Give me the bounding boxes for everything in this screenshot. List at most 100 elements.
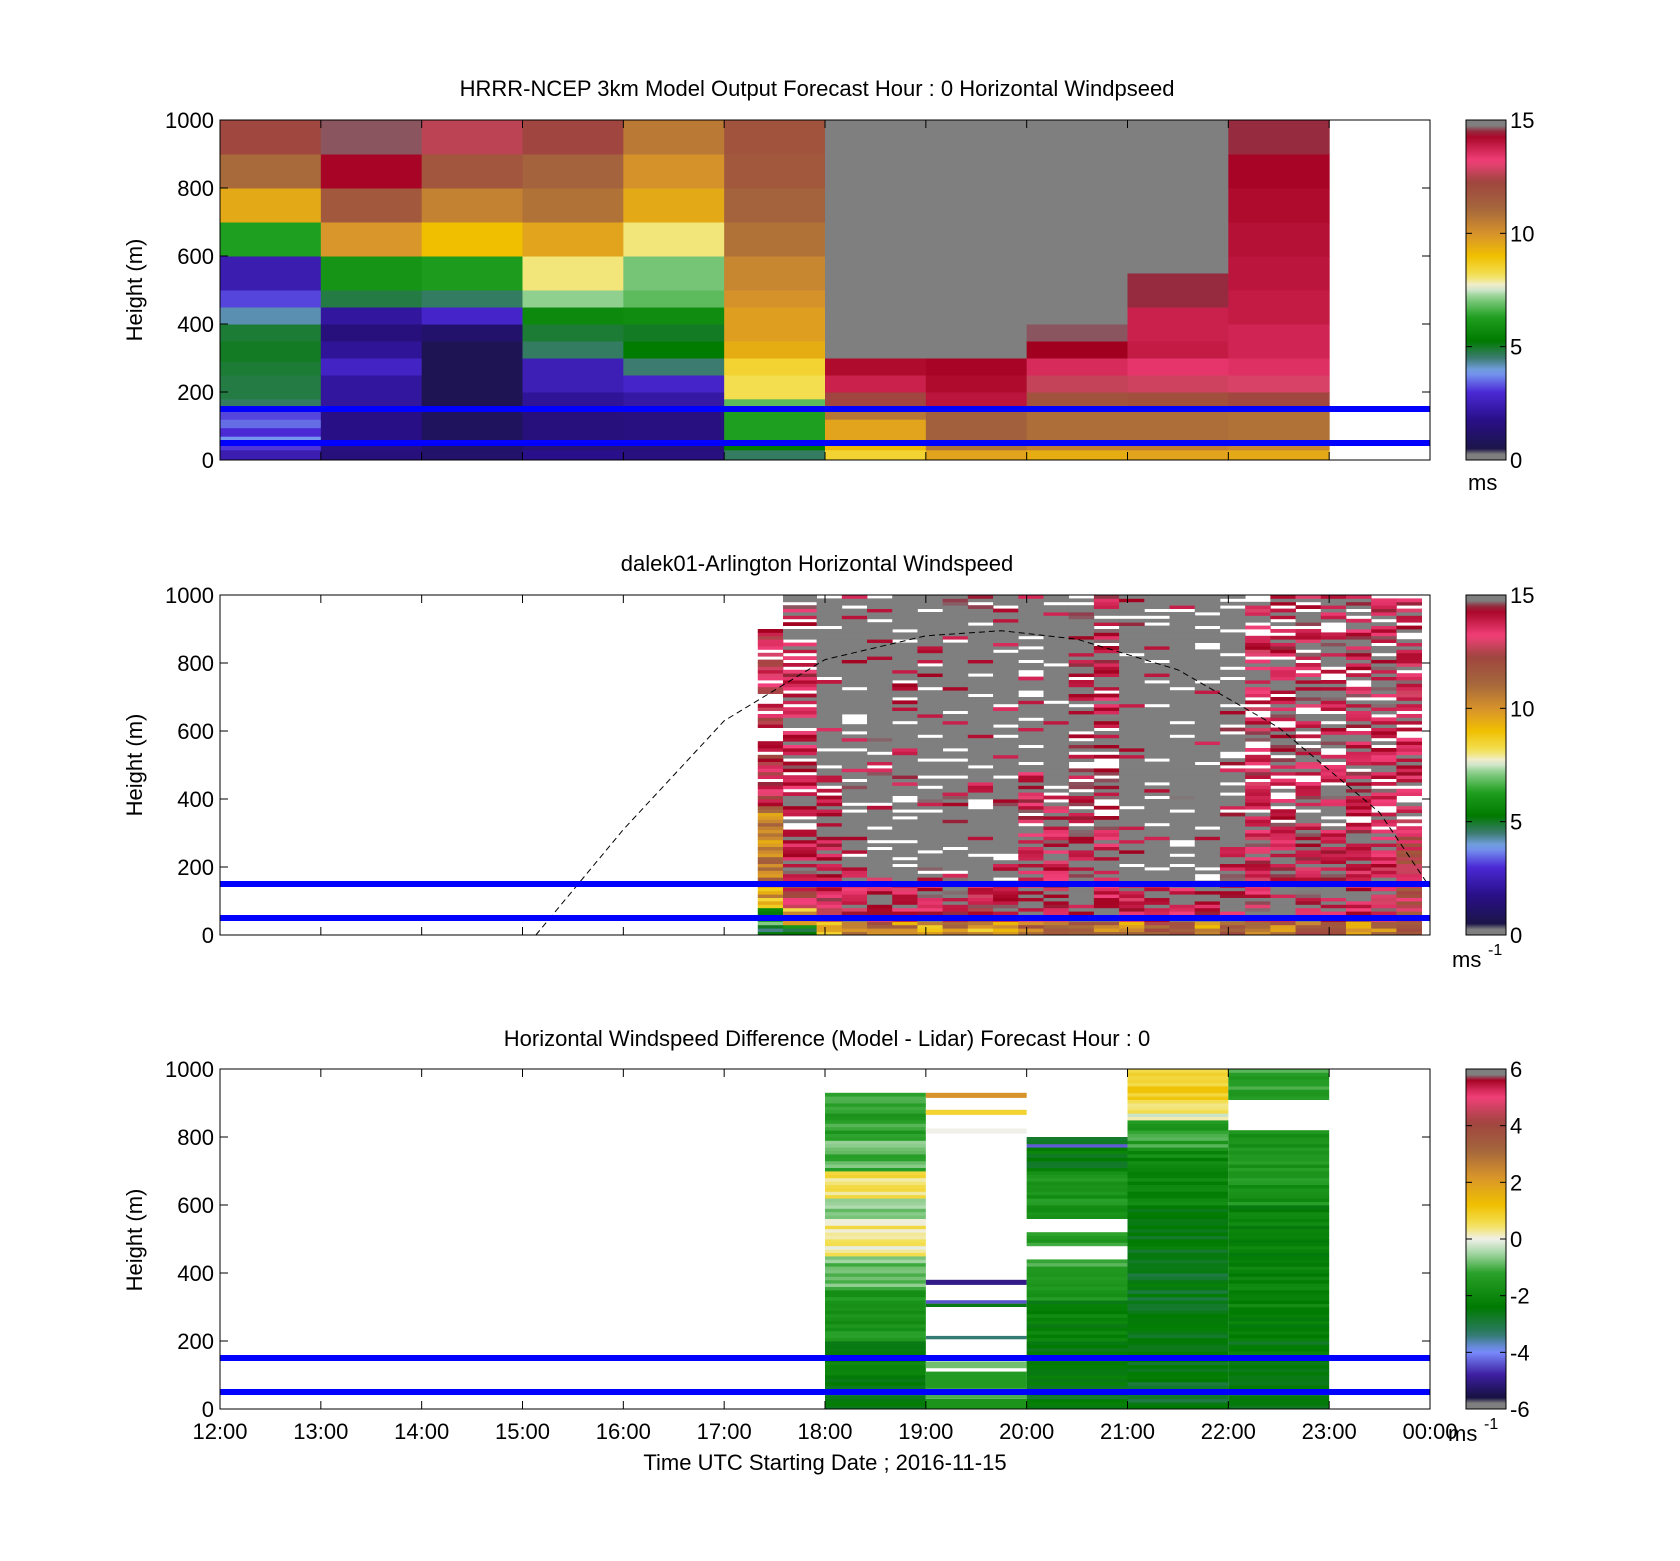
lidar-cell [1219,856,1246,861]
lidar-cell [1345,646,1372,650]
lidar-cell [1219,867,1246,871]
model-cell [320,375,423,410]
lidar-cell [1270,622,1296,626]
lidar-cell [1396,802,1422,807]
lidar-cell [1371,700,1397,705]
lidar-cell [1371,625,1397,630]
lidar-cell [892,894,918,898]
lidar-cell [782,683,817,688]
lidar-cell [867,754,893,759]
difference-cell [1026,1324,1128,1328]
lidar-cell [1295,843,1322,847]
lidar-cell [1396,904,1422,909]
lidar-cell [917,894,944,898]
lidar-cell [1345,931,1372,936]
lidar-cell [892,887,918,892]
lidar-cell [942,795,969,800]
lidar-cell [1144,839,1170,844]
lidar-cell [816,768,843,773]
lidar-cell [993,836,1019,841]
lidar-cell [1371,656,1397,660]
lidar-cell [1396,928,1422,932]
lidar-cell [1245,775,1271,779]
model-cell [220,410,322,420]
lidar-cell [1219,836,1246,841]
lidar-cell [1295,822,1322,827]
difference-cell [1127,1300,1229,1304]
lidar-cell [942,822,969,827]
lidar-cell [967,904,994,909]
lidar-cell [1043,856,1070,861]
lidar-cell [1119,911,1145,915]
lidar-cell [993,795,1019,800]
ytick-label: 600 [177,1193,214,1218]
lidar-cell [816,632,843,637]
lidar-cell [993,870,1019,875]
lidar-cell [1345,911,1372,915]
lidar-cell [1219,697,1246,701]
lidar-cell [1119,860,1145,864]
lidar-cell [967,635,994,640]
model-cell [1026,409,1128,441]
difference-cell [825,1381,926,1386]
lidar-cell [1043,812,1070,817]
lidar-cell [782,907,817,912]
model-cell [825,409,927,420]
lidar-cell [1194,887,1221,892]
lidar-cell [942,863,969,868]
lidar-cell [1295,904,1322,909]
difference-cell [1228,1300,1330,1304]
colorbar-tick-label: -2 [1510,1284,1530,1309]
difference-cell [1228,1361,1330,1366]
lidar-cell [1018,771,1044,776]
lidar-cell [993,904,1019,909]
lidar-cell [1371,911,1397,915]
lidar-cell [1068,727,1095,732]
lidar-cell [867,856,893,861]
lidar-cell [1018,608,1044,613]
lidar-cell [1345,652,1372,657]
model-cell [1026,307,1128,325]
lidar-cell [993,659,1019,664]
lidar-cell [757,931,784,936]
lidar-cell [917,901,944,905]
lidar-cell [1169,826,1196,830]
lidar-cell [892,829,918,834]
lidar-cell [1018,911,1044,915]
lidar-cell [1245,649,1271,654]
model-cell [1228,290,1330,325]
lidar-cell [1396,693,1422,698]
lidar-cell [993,751,1019,756]
difference-cell [1228,1228,1330,1233]
lidar-cell [782,850,817,854]
lidar-cell [841,846,868,851]
lidar-cell [1396,666,1422,671]
lidar-cell [1320,867,1347,871]
lidar-cell [1018,782,1044,786]
difference-cell [825,1320,926,1325]
difference-cell [1026,1330,1128,1335]
lidar-cell [867,659,893,664]
lidar-cell [867,669,893,674]
lidar-cell [993,690,1019,694]
lidar-cell [1245,700,1271,705]
lidar-cell [1169,646,1196,650]
lidar-cell [917,727,944,732]
lidar-cell [942,911,969,915]
difference-cell [825,1143,926,1148]
lidar-cell [892,751,918,756]
lidar-cell [1219,646,1246,650]
lidar-cell [1169,901,1196,905]
lidar-cell [1396,836,1422,841]
lidar-cell [917,622,944,626]
lidar-cell [1345,751,1372,756]
lidar-cell [1169,897,1196,902]
lidar-cell [1396,612,1422,616]
lidar-cell [757,673,784,677]
lidar-cell [1093,856,1120,861]
lidar-cell [892,652,918,657]
lidar-cell [942,788,969,793]
lidar-cell [892,676,918,681]
lidar-cell [942,703,969,708]
